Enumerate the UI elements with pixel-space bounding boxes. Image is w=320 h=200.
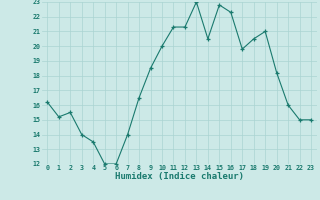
X-axis label: Humidex (Indice chaleur): Humidex (Indice chaleur)	[115, 172, 244, 181]
